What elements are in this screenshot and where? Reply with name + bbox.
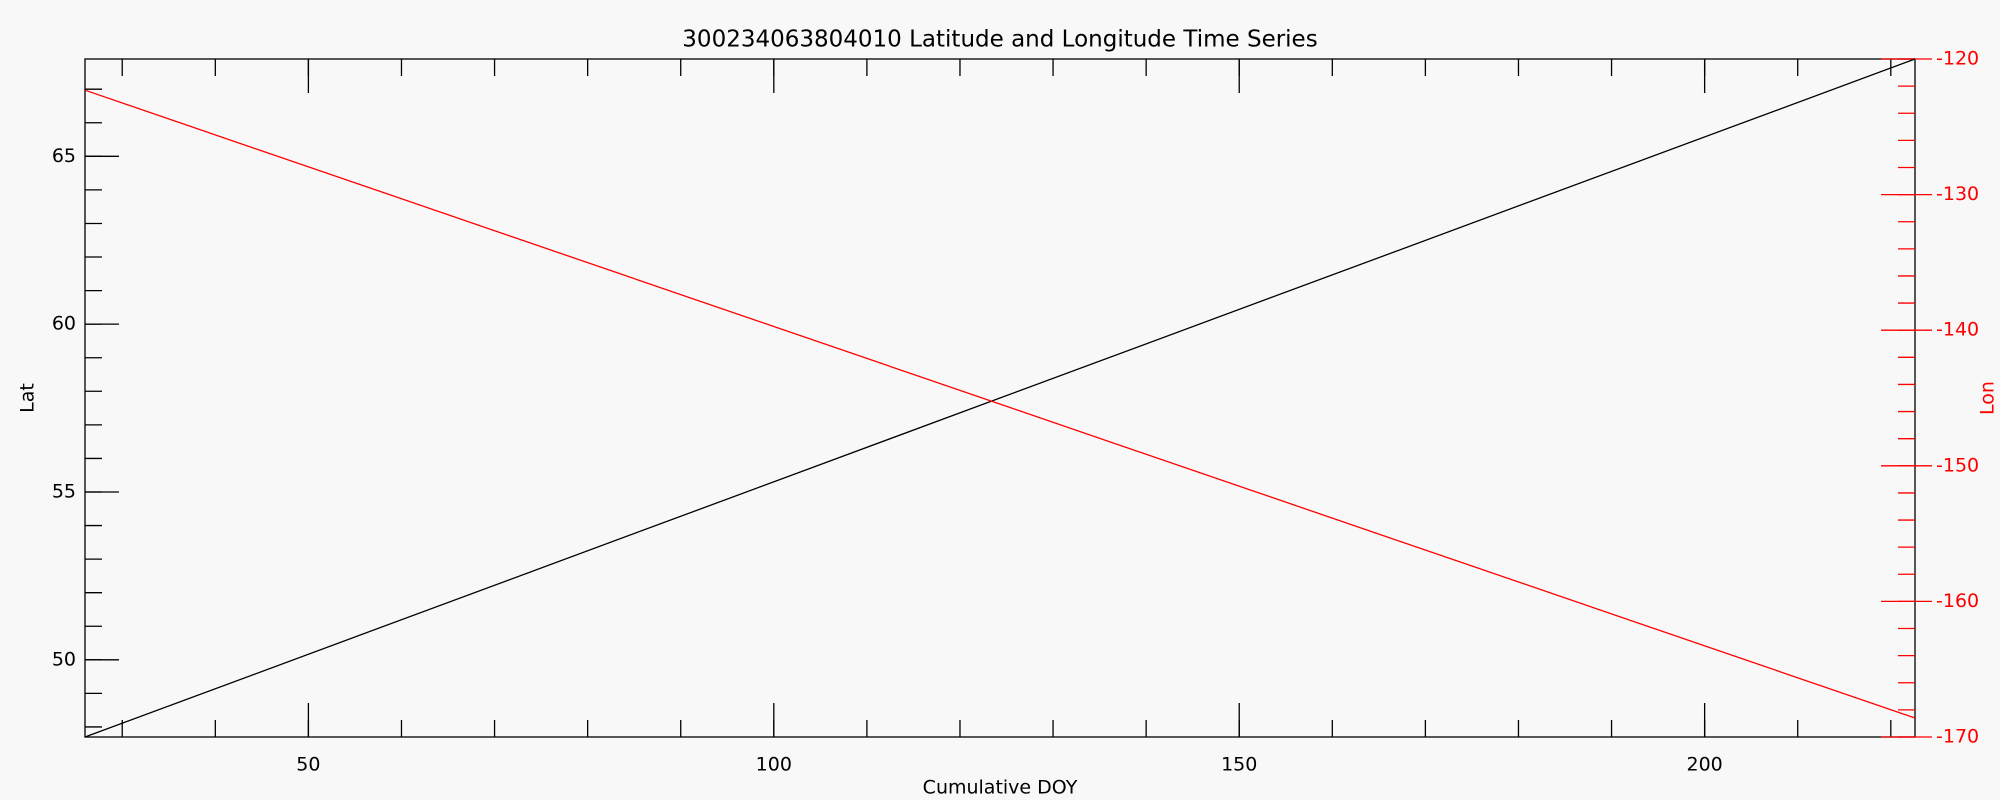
x-tick-label: 200 <box>1687 754 1723 776</box>
series-line <box>84 58 1916 738</box>
x-tick-label: 100 <box>756 754 792 776</box>
y-tick-label: 50 <box>52 648 76 670</box>
y-tick-label: 60 <box>52 313 76 335</box>
y2-tick-label: -150 <box>1936 454 1979 476</box>
y-axis-label: Lat <box>17 383 39 413</box>
y2-axis-label: Lon <box>1977 381 1999 415</box>
series-line <box>84 89 1916 719</box>
y2-tick-label: -160 <box>1936 590 1979 612</box>
y2-tick-label: -120 <box>1936 48 1979 70</box>
x-axis-label: Cumulative DOY <box>923 777 1078 799</box>
x-tick-label: 50 <box>296 754 320 776</box>
y2-tick-label: -140 <box>1936 319 1979 341</box>
x-tick-label: 150 <box>1221 754 1257 776</box>
y2-tick-label: -170 <box>1936 726 1979 748</box>
y2-tick-label: -130 <box>1936 183 1979 205</box>
y-tick-label: 55 <box>52 480 76 502</box>
chart-title: 300234063804010 Latitude and Longitude T… <box>682 27 1317 53</box>
plot-frame <box>84 58 1916 738</box>
y-tick-label: 65 <box>52 145 76 167</box>
